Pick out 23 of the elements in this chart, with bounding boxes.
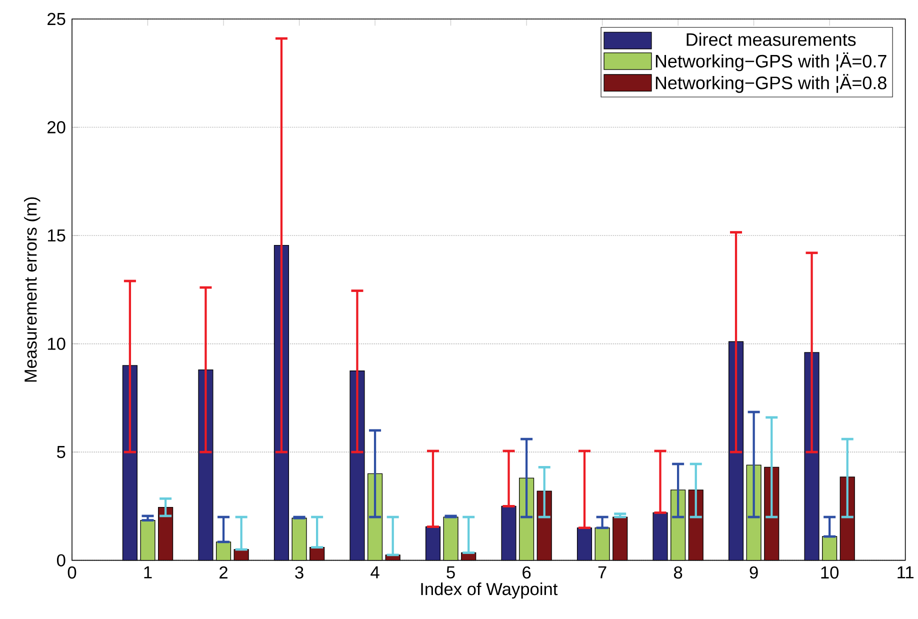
legend-label: Networking−GPS with ¦Ä=0.8	[656, 74, 886, 93]
y-tick-label: 5	[57, 446, 66, 458]
y-tick-label: 10	[48, 338, 66, 350]
x-tick-label: 4	[370, 566, 380, 578]
x-tick-label: 8	[674, 566, 682, 579]
y-tick-label: 0	[56, 554, 66, 566]
x-tick-label: 1	[144, 566, 152, 578]
x-tick-label: 7	[598, 566, 606, 578]
x-axis-title: Index of Waypoint	[421, 582, 558, 599]
legend-label: Direct measurements	[686, 32, 856, 46]
x-tick-label: 10	[821, 566, 839, 579]
y-tick-label: 25	[48, 12, 66, 26]
x-tick-label: 6	[522, 566, 531, 579]
x-tick-label: 0	[68, 566, 76, 579]
y-tick-label: 20	[48, 121, 66, 134]
x-tick-label: 9	[750, 566, 758, 579]
legend-label: Networking−GPS with ¦Ä=0.7	[656, 52, 886, 72]
x-tick-label: 11	[898, 566, 914, 578]
y-tick-label: 15	[48, 229, 66, 242]
x-tick-label: 2	[220, 566, 228, 578]
x-tick-label: 3	[295, 566, 304, 579]
x-tick-label: 5	[446, 566, 455, 578]
y-axis-title: Measurement errors (m)	[24, 197, 40, 382]
